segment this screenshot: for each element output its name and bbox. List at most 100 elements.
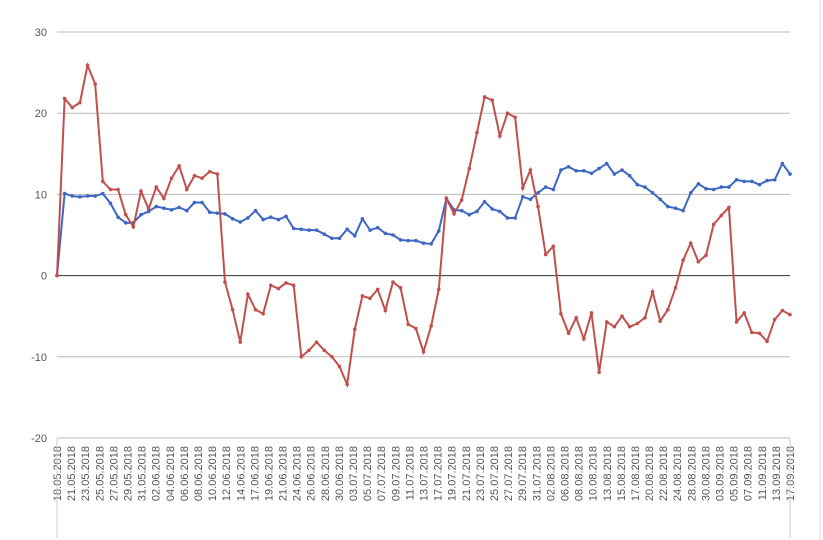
point — [467, 166, 472, 171]
point — [681, 258, 685, 262]
point — [681, 208, 685, 213]
point — [436, 287, 441, 292]
point — [643, 316, 647, 320]
point — [551, 244, 556, 249]
x-tick-label: 11.07.2018 — [404, 446, 416, 500]
point — [772, 177, 777, 182]
point — [490, 207, 495, 211]
point — [643, 185, 647, 189]
point — [215, 211, 220, 215]
point — [70, 194, 75, 198]
point — [391, 280, 395, 284]
x-tick-label: 21.06.2018 — [278, 446, 290, 501]
point — [566, 331, 571, 336]
point — [139, 189, 143, 193]
x-tick-label: 13.07.2018 — [419, 446, 431, 501]
x-tick-label: 25.05.2018 — [94, 446, 106, 501]
x-tick-label: 05.09.2018 — [729, 446, 741, 501]
point — [116, 215, 120, 219]
x-tick-label: 03.07.2018 — [348, 446, 360, 501]
x-tick-label: 18.05.2018 — [52, 446, 64, 501]
point — [597, 370, 601, 375]
x-tick-label: 10.08.2018 — [588, 446, 600, 501]
point — [414, 238, 418, 243]
point — [177, 205, 181, 210]
point — [101, 191, 105, 196]
point — [314, 340, 319, 344]
x-tick-label: 24.06.2018 — [292, 446, 304, 501]
point — [322, 348, 327, 353]
x-tick-label: 13.09.2018 — [771, 446, 783, 501]
point — [620, 314, 624, 319]
point — [200, 200, 204, 205]
point — [765, 339, 769, 344]
point — [505, 216, 510, 220]
x-tick-label: 07.09.2018 — [743, 446, 755, 501]
point — [551, 187, 556, 192]
point — [589, 171, 594, 176]
point — [520, 195, 525, 199]
point — [788, 312, 792, 317]
point — [612, 324, 617, 329]
point — [467, 212, 472, 217]
x-tick-label: 24.08.2018 — [672, 446, 684, 501]
point — [192, 200, 197, 205]
point — [139, 212, 143, 217]
point — [765, 178, 769, 183]
point — [490, 98, 495, 103]
point — [375, 225, 380, 230]
point — [688, 190, 693, 195]
point — [742, 311, 746, 315]
point — [604, 320, 609, 324]
y-tick-label: 10 — [35, 189, 47, 201]
point — [635, 321, 640, 326]
point — [131, 225, 136, 229]
x-tick-label: 21.05.2018 — [66, 446, 78, 501]
x-tick-label: 10.06.2018 — [207, 446, 219, 501]
point — [284, 281, 288, 285]
point — [673, 285, 678, 290]
point — [727, 185, 731, 189]
point — [162, 196, 166, 201]
point — [589, 311, 594, 315]
point — [658, 197, 662, 202]
point — [276, 286, 281, 291]
point — [559, 311, 563, 316]
y-tick-label: 30 — [35, 27, 47, 39]
point — [750, 179, 754, 184]
point — [93, 194, 97, 198]
x-tick-label: 20.08.2018 — [644, 446, 656, 501]
point — [207, 210, 212, 215]
point — [452, 212, 456, 216]
point — [750, 330, 754, 335]
point — [85, 63, 90, 68]
point — [528, 197, 533, 202]
point — [123, 212, 128, 217]
point — [612, 172, 617, 176]
point — [505, 111, 510, 115]
y-tick-label: 0 — [41, 271, 47, 283]
point — [62, 96, 67, 101]
x-tick-label: 02.06.2018 — [151, 446, 163, 501]
point — [604, 161, 609, 166]
point — [498, 209, 502, 214]
point — [368, 228, 372, 232]
point — [162, 206, 166, 211]
point — [360, 216, 365, 221]
x-tick-label: 12.06.2018 — [221, 446, 233, 501]
point — [207, 169, 212, 174]
point — [582, 337, 586, 341]
series-line — [56, 161, 791, 276]
point — [268, 215, 273, 219]
point — [108, 187, 113, 192]
point — [528, 168, 533, 172]
point — [574, 169, 579, 173]
y-tick-label: -10 — [31, 352, 47, 364]
point — [78, 195, 82, 199]
point — [192, 173, 197, 178]
point — [627, 324, 632, 329]
point — [719, 185, 724, 189]
point — [330, 236, 334, 241]
point — [291, 283, 296, 288]
